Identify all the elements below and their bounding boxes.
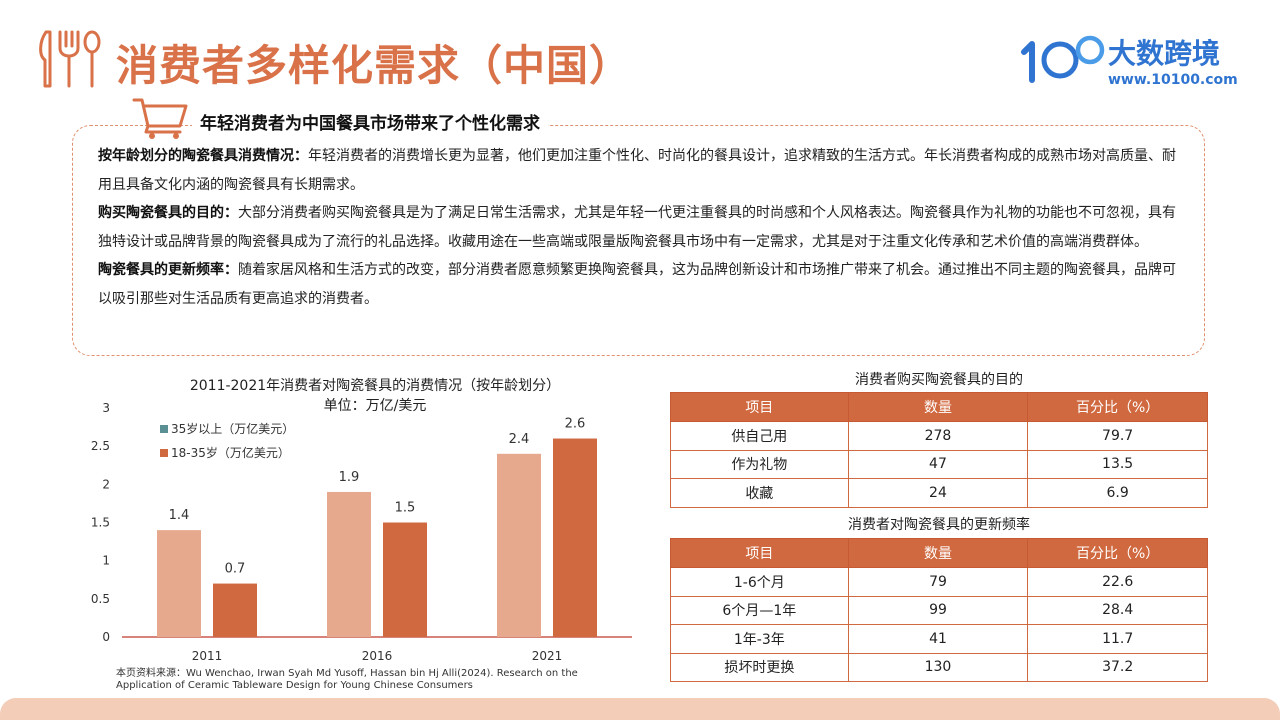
- chart-subtitle: 单位：万亿/美元: [324, 398, 427, 414]
- table-row: 供自己用 278 79.7: [670, 421, 1208, 451]
- table-cell: 1年-3年: [670, 624, 849, 654]
- paragraph-purpose: 购买陶瓷餐具的目的：大部分消费者购买陶瓷餐具是为了满足日常生活需求，尤其是年轻一…: [98, 199, 1176, 256]
- table-cell: 损坏时更换: [670, 652, 849, 682]
- table-header-row: 项目 数量 百分比（%）: [670, 538, 1208, 568]
- table-cell: 6.9: [1027, 478, 1208, 508]
- paragraph-frequency: 陶瓷餐具的更新频率：随着家居风格和生活方式的改变，部分消费者愿意频繁更换陶瓷餐具…: [98, 256, 1176, 313]
- table-row: 1年-3年 41 11.7: [670, 624, 1208, 654]
- brand-name: 大数跨境: [1108, 37, 1221, 70]
- table-cell: 13.5: [1027, 449, 1208, 479]
- table-cell: 28.4: [1027, 595, 1208, 625]
- bar-2011-series-1: [157, 530, 201, 637]
- column-header: 数量: [847, 392, 1029, 422]
- column-header: 百分比（%）: [1027, 538, 1208, 568]
- table-cell: 作为礼物: [670, 449, 849, 479]
- bar-2021-series-1: [497, 453, 541, 637]
- frequency-table-title: 消费者对陶瓷餐具的更新频率: [848, 517, 1030, 533]
- bar-2011-series-2: [213, 583, 257, 637]
- table-cell: 6个月—1年: [670, 595, 849, 625]
- x-tick-label: 2021: [532, 649, 563, 663]
- paragraph-label: 陶瓷餐具的更新频率：: [98, 262, 238, 279]
- bar-2016-series-1: [327, 491, 371, 637]
- purpose-table-title: 消费者购买陶瓷餐具的目的: [855, 372, 1023, 388]
- table-cell: 79: [847, 567, 1029, 597]
- paragraph-text: 大部分消费者购买陶瓷餐具是为了满足日常生活需求，尤其是年轻一代更注重餐具的时尚感…: [98, 205, 1176, 250]
- table-header-row: 项目 数量 百分比（%）: [670, 392, 1208, 422]
- paragraph-label: 购买陶瓷餐具的目的：: [98, 205, 238, 222]
- y-tick-label: 2: [102, 477, 110, 491]
- column-header: 百分比（%）: [1027, 392, 1208, 422]
- bar-2016-series-2: [383, 522, 427, 637]
- y-tick-label: 0.5: [91, 592, 110, 606]
- x-tick-label: 2016: [362, 649, 393, 663]
- table-cell: 130: [847, 652, 1029, 682]
- table-cell: 24: [847, 478, 1029, 508]
- data-label: 1.4: [169, 508, 190, 523]
- table-cell: 47: [847, 449, 1029, 479]
- bar-2021-series-2: [553, 438, 597, 637]
- paragraph-label: 按年龄划分的陶瓷餐具消费情况：: [98, 148, 308, 164]
- table-cell: 22.6: [1027, 567, 1208, 597]
- frequency-table: 项目 数量 百分比（%） 1-6个月 79 22.6 6个月—1年 99 28.…: [670, 538, 1208, 682]
- table-cell: 收藏: [670, 478, 849, 508]
- column-header: 数量: [847, 538, 1029, 568]
- paragraphs: 按年龄划分的陶瓷餐具消费情况：年轻消费者的消费增长更为显著，他们更加注重个性化、…: [98, 142, 1176, 314]
- table-row: 损坏时更换 130 37.2: [670, 652, 1208, 682]
- table-cell: 37.2: [1027, 652, 1208, 682]
- brand-url[interactable]: www.10100.com: [1108, 72, 1238, 88]
- table-cell: 41: [847, 624, 1029, 654]
- shopping-cart-icon: [132, 98, 188, 139]
- legend-label: 18-35岁（万亿美元）: [171, 445, 290, 460]
- y-tick-label: 0: [102, 630, 110, 644]
- table-cell: 79.7: [1027, 421, 1208, 451]
- paragraph-text: 随着家居风格和生活方式的改变，部分消费者愿意频繁更换陶瓷餐具，这为品牌创新设计和…: [98, 262, 1176, 307]
- section-title-wrap: 年轻消费者为中国餐具市场带来了个性化需求: [192, 110, 548, 138]
- data-label: 0.7: [225, 562, 246, 577]
- column-header: 项目: [670, 538, 849, 568]
- table-cell: 99: [847, 595, 1029, 625]
- section-title: 年轻消费者为中国餐具市场带来了个性化需求: [200, 114, 540, 134]
- legend-marker: [160, 425, 168, 433]
- footer-band: [0, 698, 1280, 720]
- bar-chart: 2011-2021年消费者对陶瓷餐具的消费情况（按年龄划分） 单位：万亿/美元 0 0…: [91, 378, 632, 663]
- data-label: 1.9: [339, 470, 360, 485]
- data-label: 2.6: [565, 417, 586, 432]
- brand-logo-icon: [1021, 35, 1105, 83]
- y-tick-label: 1.5: [91, 516, 110, 530]
- table-cell: 11.7: [1027, 624, 1208, 654]
- table-cell: 供自己用: [670, 421, 849, 451]
- info-box: [72, 125, 1205, 356]
- table-cell: 278: [847, 421, 1029, 451]
- paragraph-age: 按年龄划分的陶瓷餐具消费情况：年轻消费者的消费增长更为显著，他们更加注重个性化、…: [98, 142, 1176, 199]
- page-title: 消费者多样化需求（中国）: [116, 41, 633, 90]
- table-row: 收藏 24 6.9: [670, 478, 1208, 508]
- legend-marker: [160, 449, 168, 457]
- table-cell: 1-6个月: [670, 567, 849, 597]
- paragraph-text: 年轻消费者的消费增长更为显著，他们更加注重个性化、时尚化的餐具设计，追求精致的生…: [98, 148, 1176, 193]
- data-label: 2.4: [509, 432, 530, 447]
- data-label: 1.5: [395, 501, 416, 516]
- source-note: 本页资料来源：Wu Wenchao, Irwan Syah Md Yusoff,…: [116, 668, 578, 691]
- chart-title: 2011-2021年消费者对陶瓷餐具的消费情况（按年龄划分）: [190, 378, 560, 394]
- legend-label: 35岁以上（万亿美元）: [171, 421, 294, 436]
- y-tick-label: 2.5: [91, 439, 110, 453]
- column-header: 项目: [670, 392, 849, 422]
- utensils-icon: [39, 30, 101, 88]
- table-row: 6个月—1年 99 28.4: [670, 595, 1208, 625]
- table-row: 作为礼物 47 13.5: [670, 449, 1208, 479]
- table-row: 1-6个月 79 22.6: [670, 567, 1208, 597]
- x-tick-label: 2011: [192, 649, 223, 663]
- purpose-table: 项目 数量 百分比（%） 供自己用 278 79.7 作为礼物 47 13.5 …: [670, 392, 1208, 508]
- y-tick-label: 1: [102, 554, 110, 568]
- y-tick-label: 3: [102, 401, 110, 415]
